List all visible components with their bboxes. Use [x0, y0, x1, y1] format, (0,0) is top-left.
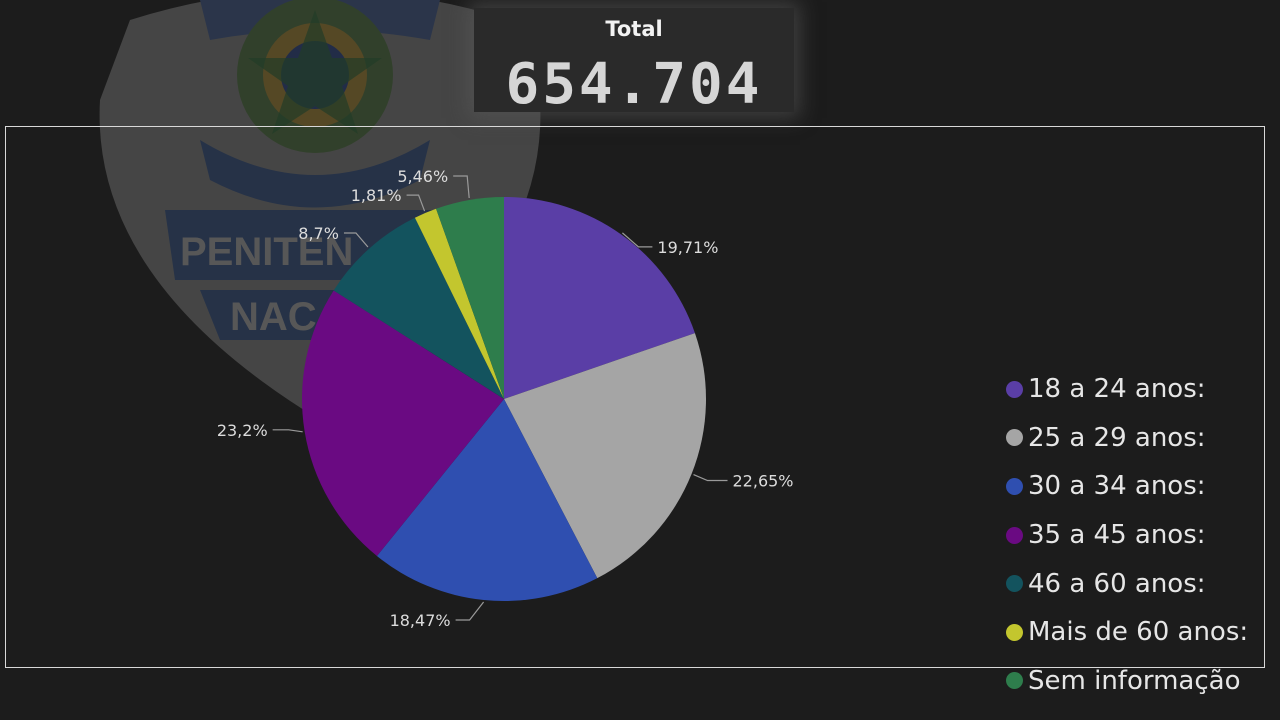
legend-item-2[interactable]: 30 a 34 anos:	[1006, 462, 1248, 511]
total-card: Total 654.704	[474, 8, 794, 117]
leader-line-1	[693, 473, 728, 482]
legend-label: 30 a 34 anos:	[1028, 471, 1206, 502]
legend-dot-icon	[1006, 429, 1023, 447]
legend-dot-icon	[1006, 623, 1023, 641]
total-label: Total	[605, 17, 663, 41]
badge-text-line-1: PENITEN	[180, 230, 353, 274]
legend-label: 46 a 60 anos:	[1028, 568, 1206, 599]
leader-line-2	[455, 601, 485, 621]
legend-dot-icon	[1006, 526, 1023, 544]
data-label-5: 1,81%	[351, 186, 402, 205]
pie-slice-2[interactable]	[376, 399, 598, 601]
pie-chart: 19,71% 22,65% 18,47% 23,2% 8,7% 1,81%5,46%	[217, 167, 794, 630]
leader-line-6	[453, 175, 470, 199]
legend-item-6[interactable]: Sem informação	[1006, 657, 1248, 706]
legend-item-5[interactable]: Mais de 60 anos:	[1006, 608, 1248, 657]
pie-slice-0[interactable]	[504, 197, 695, 399]
pie-slice-1[interactable]	[504, 333, 706, 579]
pie-slice-4[interactable]	[333, 217, 504, 399]
data-label-6: 5,46%	[397, 167, 448, 186]
data-label-1: 22,65%	[733, 472, 794, 491]
pie-slice-6[interactable]	[436, 197, 504, 399]
data-label-3: 23,2%	[217, 421, 268, 440]
legend-item-0[interactable]: 18 a 24 anos:	[1006, 365, 1248, 414]
legend-dot-icon	[1006, 477, 1023, 495]
legend-item-4[interactable]: 46 a 60 anos:	[1006, 559, 1248, 608]
legend-dot-icon	[1006, 672, 1023, 690]
legend-item-1[interactable]: 25 a 29 anos:	[1006, 414, 1248, 463]
data-label-0: 19,71%	[657, 238, 718, 257]
leader-line-4	[343, 232, 369, 248]
legend-item-3[interactable]: 35 a 45 anos:	[1006, 511, 1248, 560]
legend-label: 18 a 24 anos:	[1028, 374, 1206, 405]
pie-slice-3[interactable]	[302, 290, 504, 557]
legend: 18 a 24 anos: 25 a 29 anos: 30 a 34 anos: 3…	[1006, 365, 1248, 705]
legend-dot-icon	[1006, 575, 1023, 593]
badge-text-line-2: NAC	[230, 295, 317, 339]
pie-chart-visual: 19,71% 22,65% 18,47% 23,2% 8,7% 1,81% 5,46% 18…	[5, 126, 1265, 696]
total-value: 654.704	[505, 52, 763, 117]
legend-label: 35 a 45 anos:	[1028, 520, 1206, 551]
leader-line-0	[622, 232, 653, 248]
legend-label: Mais de 60 anos:	[1028, 617, 1249, 648]
pie-slice-5[interactable]	[414, 208, 504, 399]
leader-line-5	[406, 194, 426, 212]
data-label-4: 8,7%	[298, 224, 339, 243]
leader-line-3	[272, 429, 303, 433]
legend-dot-icon	[1006, 380, 1023, 398]
data-label-2: 18,47%	[390, 611, 451, 630]
legend-label: 25 a 29 anos:	[1028, 422, 1206, 453]
legend-label: Sem informação	[1028, 665, 1241, 696]
